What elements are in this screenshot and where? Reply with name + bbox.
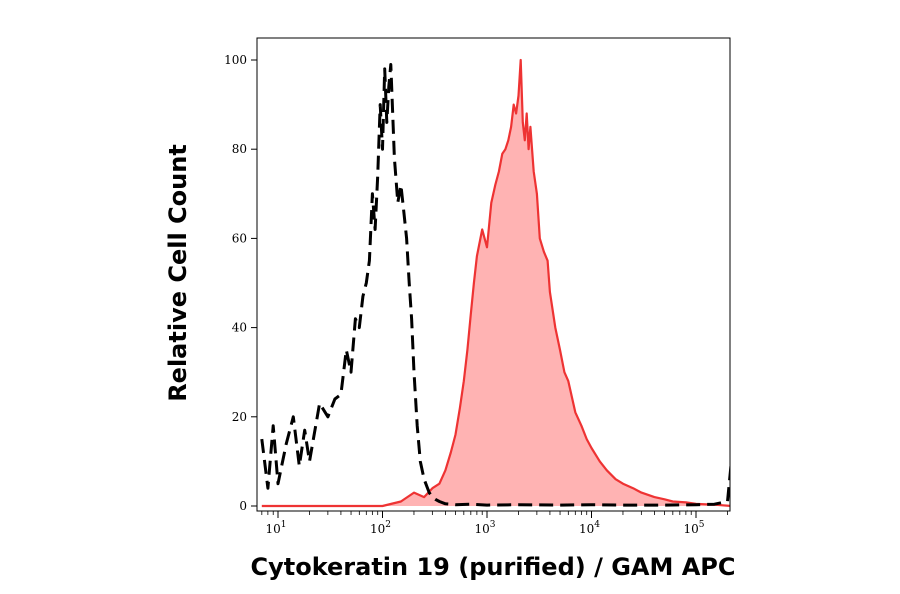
y-tick-label-40: 40 <box>232 321 247 335</box>
plot-area <box>260 58 730 508</box>
x-tick-label-100000: 105 <box>683 520 704 536</box>
y-tick-label-60: 60 <box>232 231 247 245</box>
y-tick-label-80: 80 <box>232 142 247 156</box>
plot-clip-group <box>260 58 730 508</box>
red-series-line <box>261 58 730 508</box>
x-tick-label-100: 102 <box>370 520 391 536</box>
x-tick-label-1000: 103 <box>474 520 495 536</box>
y-tick-label-0: 0 <box>239 499 247 513</box>
x-tick-label-10: 101 <box>265 520 286 536</box>
plot-frame <box>256 37 731 512</box>
y-tick-label-100: 100 <box>224 53 247 67</box>
black-dashed-series-line <box>260 63 730 507</box>
y-axis-title: Relative Cell Count <box>164 144 192 402</box>
x-axis-title: Cytokeratin 19 (purified) / GAM APC <box>250 553 735 581</box>
x-tick-label-10000: 104 <box>579 520 600 536</box>
red-series-fill <box>261 60 730 506</box>
axes: 0 20 40 60 80 100 101 102 103 104 105 <box>224 37 731 536</box>
y-tick-label-20: 20 <box>232 410 247 424</box>
